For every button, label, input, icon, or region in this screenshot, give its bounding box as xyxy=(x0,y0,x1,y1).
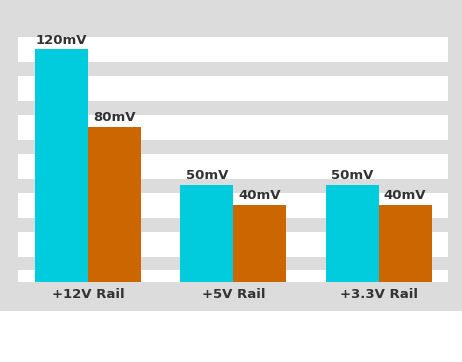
Bar xyxy=(35,50,88,282)
Text: 40mV: 40mV xyxy=(238,189,281,202)
Bar xyxy=(379,205,432,282)
Legend: Intel Specification, Smart BX1: Intel Specification, Smart BX1 xyxy=(17,341,324,356)
Bar xyxy=(326,185,379,282)
Text: 120mV: 120mV xyxy=(36,34,87,46)
Text: 50mV: 50mV xyxy=(186,169,228,182)
Text: 50mV: 50mV xyxy=(331,169,373,182)
Text: 40mV: 40mV xyxy=(384,189,426,202)
Text: 80mV: 80mV xyxy=(93,111,136,124)
Bar xyxy=(88,127,141,282)
Bar xyxy=(180,185,233,282)
Bar xyxy=(233,205,286,282)
